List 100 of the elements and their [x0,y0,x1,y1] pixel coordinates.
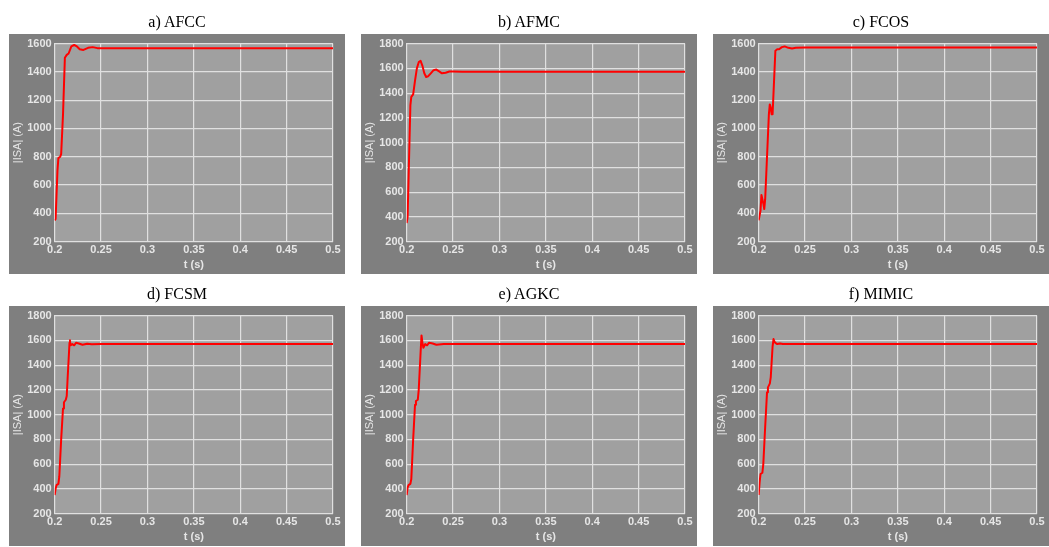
x-tick-label: 0.4 [232,515,249,528]
chart-title: c) FCOS [851,12,911,33]
x-tick-label: 0.5 [325,243,341,256]
y-tick-label: 1000 [731,407,756,420]
x-tick-label: 0.5 [1029,243,1045,256]
y-tick-label: 1400 [27,358,52,371]
y-tick-label: 600 [385,457,404,470]
x-axis-title: t (s) [887,530,909,543]
x-tick-label: 0.5 [1029,515,1045,528]
y-tick-label: 1200 [27,93,52,106]
y-tick-label: 400 [385,481,404,494]
y-tick-label: 1400 [731,64,756,77]
y-tick-label: 1600 [379,61,404,74]
y-tick-label: 1200 [379,110,404,123]
x-tick-label: 0.35 [535,515,557,528]
y-tick-label: 800 [737,432,756,445]
y-tick-label: 1400 [379,86,404,99]
x-tick-label: 0.4 [936,243,953,256]
x-tick-label: 0.3 [491,243,508,256]
x-tick-label: 0.45 [627,515,650,528]
x-tick-label: 0.45 [275,243,298,256]
x-tick-label: 0.4 [584,515,601,528]
y-tick-label: 600 [33,457,52,470]
y-tick-label: 1800 [379,308,404,321]
x-tick-label: 0.3 [491,515,508,528]
y-tick-label: 1400 [379,358,404,371]
y-tick-label: 1400 [731,358,756,371]
chart-title: a) AFCC [147,12,207,33]
y-tick-label: 1000 [731,121,756,134]
y-tick-label: 600 [737,457,756,470]
y-tick-label: 1400 [27,64,52,77]
x-tick-label: 0.35 [887,515,909,528]
y-tick-label: 1000 [27,121,52,134]
x-axis-title: t (s) [183,258,205,271]
y-tick-label: 1000 [379,135,404,148]
x-tick-label: 0.45 [979,515,1002,528]
chart-title: e) AGKC [497,284,561,305]
x-tick-label: 0.5 [677,515,693,528]
x-tick-label: 0.35 [183,515,205,528]
y-tick-label: 1600 [27,333,52,346]
y-tick-label: 1200 [731,93,756,106]
x-tick-label: 0.25 [90,515,112,528]
x-axis-title: t (s) [535,530,557,543]
y-tick-label: 600 [385,185,404,198]
y-tick-label: 1000 [27,407,52,420]
y-tick-label: 800 [385,432,404,445]
x-tick-label: 0.35 [183,243,205,256]
y-tick-label: 1600 [27,36,52,49]
y-tick-label: 400 [385,209,404,222]
y-tick-label: 400 [33,206,52,219]
x-tick-label: 0.5 [677,243,693,256]
x-axis-title: t (s) [535,258,557,271]
y-axis-title: |ISA| (A) [714,122,727,164]
x-tick-label: 0.4 [936,515,953,528]
y-axis-title: |ISA| (A) [714,394,727,436]
x-tick-label: 0.25 [794,515,816,528]
x-tick-label: 0.35 [535,243,557,256]
y-tick-label: 1600 [379,333,404,346]
y-axis-title: |ISA| (A) [362,394,375,436]
y-tick-label: 400 [737,481,756,494]
x-tick-label: 0.25 [442,515,464,528]
x-tick-label: 0.35 [887,243,909,256]
x-tick-label: 0.25 [90,243,112,256]
x-tick-label: 0.4 [584,243,601,256]
y-tick-label: 600 [737,178,756,191]
y-tick-label: 1800 [379,36,404,49]
y-tick-label: 1800 [731,308,756,321]
y-tick-label: 1600 [731,333,756,346]
x-tick-label: 0.45 [979,243,1002,256]
y-tick-label: 600 [33,178,52,191]
y-tick-label: 400 [33,481,52,494]
chart-title: f) MIMIC [847,284,915,305]
y-tick-label: 1200 [731,382,756,395]
x-tick-label: 0.25 [794,243,816,256]
y-tick-label: 800 [737,149,756,162]
x-tick-label: 0.45 [275,515,298,528]
y-tick-label: 800 [33,432,52,445]
y-axis-title: |ISA| (A) [10,394,23,436]
x-tick-label: 0.3 [843,515,860,528]
y-tick-label: 1800 [27,308,52,321]
y-tick-label: 1200 [379,382,404,395]
y-tick-label: 800 [385,160,404,173]
y-tick-label: 1600 [731,36,756,49]
x-tick-label: 0.45 [627,243,650,256]
x-tick-label: 0.5 [325,515,341,528]
y-tick-label: 800 [33,149,52,162]
y-axis-title: |ISA| (A) [362,122,375,164]
y-tick-label: 1000 [379,407,404,420]
x-tick-label: 0.3 [843,243,860,256]
y-tick-label: 1200 [27,382,52,395]
x-tick-label: 0.25 [442,243,464,256]
x-axis-title: t (s) [887,258,909,271]
x-tick-label: 0.3 [139,243,156,256]
x-tick-label: 0.4 [232,243,249,256]
chart-title: b) AFMC [497,12,561,33]
y-tick-label: 400 [737,206,756,219]
x-tick-label: 0.3 [139,515,156,528]
y-axis-title: |ISA| (A) [10,122,23,164]
chart-title: d) FCSM [146,284,208,305]
x-axis-title: t (s) [183,530,205,543]
